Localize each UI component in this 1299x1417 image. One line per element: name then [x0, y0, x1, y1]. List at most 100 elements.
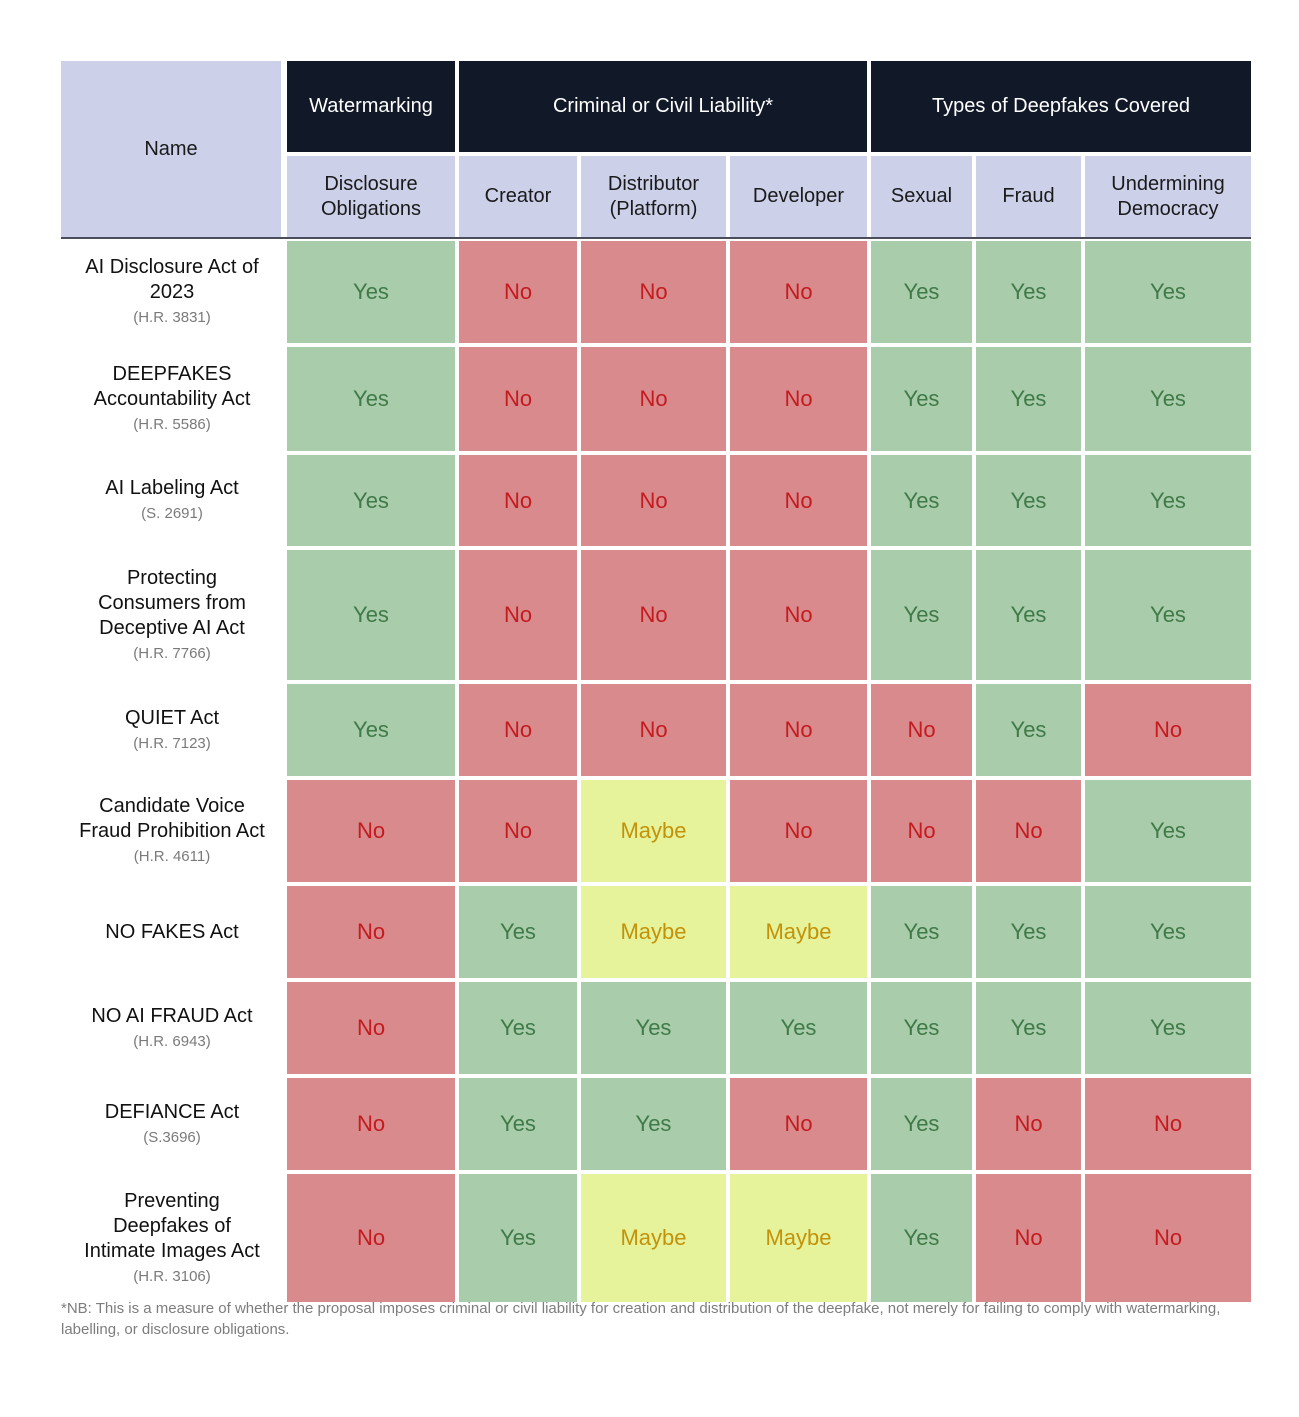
- value-cell-sexual: Yes: [871, 455, 972, 546]
- value-cell-disclosure: No: [287, 780, 455, 882]
- value-cell-distributor: Yes: [581, 1078, 726, 1170]
- value-cell-fraud: Yes: [976, 550, 1081, 680]
- row-name-cell: Preventing Deepfakes of Intimate Images …: [61, 1174, 283, 1302]
- act-name: AI Labeling Act: [105, 477, 239, 499]
- value-cell-democracy: Yes: [1085, 455, 1251, 546]
- row-name-cell: Protecting Consumers from Deceptive AI A…: [61, 550, 283, 680]
- subheader-sexual: Sexual: [871, 156, 972, 237]
- bill-number: (S.3696): [143, 1128, 201, 1146]
- value-cell-distributor: Maybe: [581, 780, 726, 882]
- value-cell-disclosure: No: [287, 1078, 455, 1170]
- legislation-comparison-table: Name Watermarking Criminal or Civil Liab…: [61, 61, 1251, 1302]
- value-cell-democracy: Yes: [1085, 550, 1251, 680]
- act-name: NO AI FRAUD Act: [91, 1004, 253, 1027]
- act-name: Protecting Consumers from Deceptive AI A…: [98, 566, 246, 639]
- subheader-creator: Creator: [459, 156, 577, 237]
- value-cell-disclosure: Yes: [287, 455, 455, 546]
- value-cell-distributor: No: [581, 347, 726, 451]
- value-cell-distributor: No: [581, 684, 726, 776]
- value-cell-sexual: No: [871, 780, 972, 882]
- bill-number: (H.R. 6943): [133, 1032, 211, 1050]
- value-cell-sexual: Yes: [871, 241, 972, 343]
- value-cell-democracy: Yes: [1085, 780, 1251, 882]
- row-name-cell: QUIET Act (H.R. 7123): [61, 684, 283, 776]
- row-name-cell: NO FAKES Act: [61, 886, 283, 978]
- value-cell-distributor: No: [581, 241, 726, 343]
- subheader-distributor: Distributor (Platform): [581, 156, 726, 237]
- subheader-undermining-democracy: Undermining Democracy: [1085, 156, 1251, 237]
- row-name-cell: Candidate Voice Fraud Prohibition Act (H.…: [61, 780, 283, 882]
- value-cell-creator: Yes: [459, 886, 577, 978]
- value-cell-democracy: No: [1085, 1078, 1251, 1170]
- value-cell-developer: No: [730, 241, 867, 343]
- value-cell-sexual: No: [871, 684, 972, 776]
- subheader-fraud: Fraud: [976, 156, 1081, 237]
- value-cell-disclosure: No: [287, 982, 455, 1074]
- row-name-cell: DEFIANCE Act (S.3696): [61, 1078, 283, 1170]
- value-cell-fraud: No: [976, 780, 1081, 882]
- bill-number: (S. 2691): [141, 505, 203, 522]
- bill-number: (H.R. 7123): [133, 734, 211, 752]
- value-cell-creator: No: [459, 455, 577, 546]
- bill-number: (H.R. 4611): [133, 848, 211, 865]
- value-cell-disclosure: Yes: [287, 241, 455, 343]
- value-cell-creator: No: [459, 241, 577, 343]
- header-divider: [61, 237, 1251, 239]
- value-cell-distributor: No: [581, 455, 726, 546]
- act-name: Candidate Voice Fraud Prohibition Act: [79, 795, 265, 842]
- value-cell-fraud: No: [976, 1078, 1081, 1170]
- row-name-cell: AI Labeling Act (S. 2691): [61, 455, 283, 546]
- act-name: AI Disclosure Act of 2023: [85, 256, 259, 303]
- value-cell-distributor: No: [581, 550, 726, 680]
- value-cell-distributor: Yes: [581, 982, 726, 1074]
- value-cell-democracy: No: [1085, 1174, 1251, 1302]
- value-cell-distributor: Maybe: [581, 1174, 726, 1302]
- value-cell-developer: No: [730, 550, 867, 680]
- value-cell-fraud: No: [976, 1174, 1081, 1302]
- bill-number: (H.R. 3831): [133, 309, 211, 326]
- value-cell-distributor: Maybe: [581, 886, 726, 978]
- act-name: QUIET Act: [124, 706, 220, 729]
- value-cell-disclosure: Yes: [287, 550, 455, 680]
- value-cell-creator: No: [459, 684, 577, 776]
- value-cell-creator: No: [459, 347, 577, 451]
- bill-number: (H.R. 7766): [133, 644, 211, 662]
- value-cell-democracy: Yes: [1085, 982, 1251, 1074]
- header-group-liability: Criminal or Civil Liability*: [459, 61, 867, 152]
- value-cell-democracy: Yes: [1085, 347, 1251, 451]
- value-cell-developer: No: [730, 347, 867, 451]
- value-cell-developer: No: [730, 455, 867, 546]
- value-cell-democracy: Yes: [1085, 886, 1251, 978]
- row-name-cell: AI Disclosure Act of 2023 (H.R. 3831): [61, 241, 283, 343]
- value-cell-disclosure: Yes: [287, 684, 455, 776]
- row-name-cell: NO AI FRAUD Act (H.R. 6943): [61, 982, 283, 1074]
- value-cell-sexual: Yes: [871, 347, 972, 451]
- value-cell-democracy: Yes: [1085, 241, 1251, 343]
- bill-number: (H.R. 3106): [133, 1267, 211, 1285]
- value-cell-developer: No: [730, 1078, 867, 1170]
- value-cell-fraud: Yes: [976, 347, 1081, 451]
- value-cell-sexual: Yes: [871, 982, 972, 1074]
- value-cell-fraud: Yes: [976, 684, 1081, 776]
- value-cell-disclosure: No: [287, 886, 455, 978]
- value-cell-developer: No: [730, 780, 867, 882]
- value-cell-creator: No: [459, 780, 577, 882]
- value-cell-developer: Yes: [730, 982, 867, 1074]
- value-cell-creator: Yes: [459, 1078, 577, 1170]
- bill-number: (H.R. 5586): [133, 416, 211, 433]
- header-name: Name: [61, 61, 281, 237]
- value-cell-developer: No: [730, 684, 867, 776]
- header-group-deepfake-types: Types of Deepfakes Covered: [871, 61, 1251, 152]
- value-cell-creator: No: [459, 550, 577, 680]
- value-cell-disclosure: Yes: [287, 347, 455, 451]
- value-cell-fraud: Yes: [976, 455, 1081, 546]
- subheader-developer: Developer: [730, 156, 867, 237]
- act-name: Preventing Deepfakes of Intimate Images …: [84, 1189, 260, 1262]
- value-cell-fraud: Yes: [976, 982, 1081, 1074]
- footnote: *NB: This is a measure of whether the pr…: [61, 1300, 1221, 1338]
- value-cell-fraud: Yes: [976, 241, 1081, 343]
- act-name: NO FAKES Act: [105, 920, 239, 943]
- value-cell-sexual: Yes: [871, 1078, 972, 1170]
- subheader-disclosure-obligations: Disclosure Obligations: [287, 156, 455, 237]
- value-cell-democracy: No: [1085, 684, 1251, 776]
